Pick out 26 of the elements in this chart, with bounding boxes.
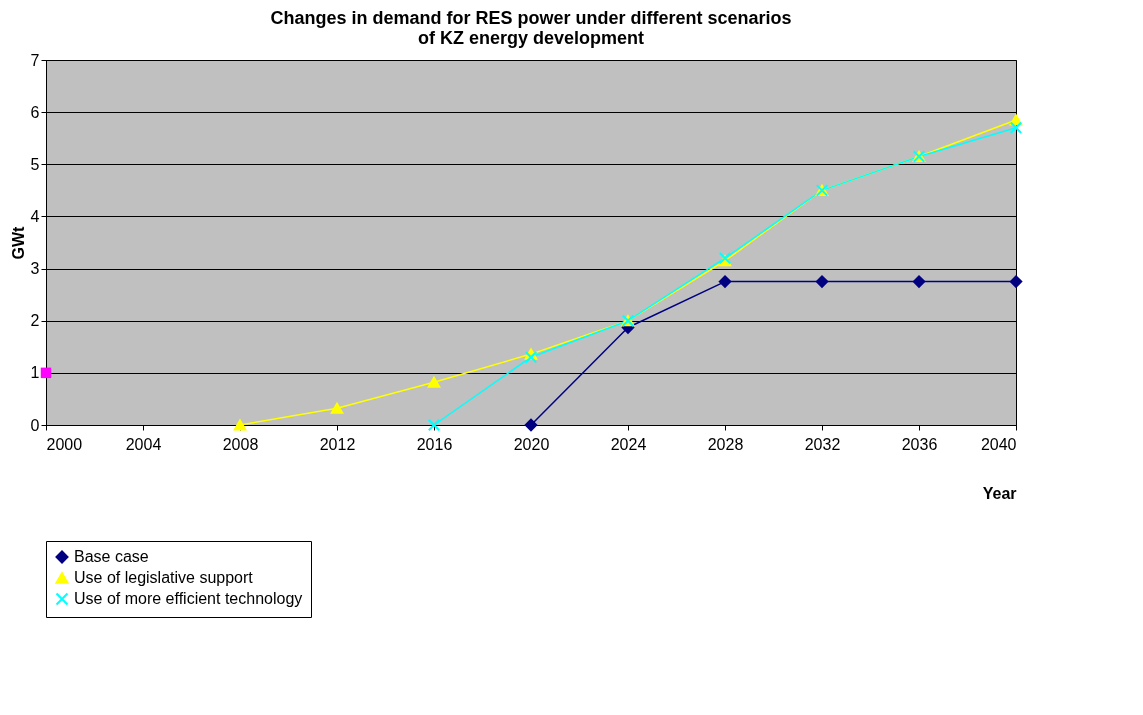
text: Changes in demand for RES power under different scenarios bbox=[270, 8, 792, 28]
legend-label: Use of legislative support bbox=[74, 569, 254, 586]
legend-label: Use of more efficient technology bbox=[74, 590, 303, 607]
y-tick-label: 5 bbox=[30, 155, 40, 173]
text: of KZ energy development bbox=[417, 28, 645, 48]
y-tick-label: 0 bbox=[30, 416, 40, 434]
y-axis-title: GWt bbox=[9, 225, 27, 260]
x-tick-label: 2016 bbox=[416, 435, 453, 453]
x-axis-title: Year bbox=[982, 484, 1017, 502]
y-tick-label: 6 bbox=[30, 103, 40, 121]
y-tick-label: 2 bbox=[30, 312, 40, 330]
x-tick-label: 2000 bbox=[46, 435, 83, 453]
y-tick-label: 4 bbox=[30, 207, 40, 225]
x-tick-label: 2004 bbox=[125, 435, 162, 453]
x-tick-label: 2024 bbox=[610, 435, 647, 453]
x-tick-label: 2036 bbox=[901, 435, 938, 453]
y-tick-label: 7 bbox=[30, 51, 40, 69]
y-tick-label: 1 bbox=[30, 364, 40, 382]
x-tick-label: 2028 bbox=[707, 435, 744, 453]
legend-label: Base case bbox=[74, 548, 149, 565]
x-tick-label: 2008 bbox=[222, 435, 259, 453]
x-tick-label: 2020 bbox=[513, 435, 550, 453]
x-tick-label: 2032 bbox=[804, 435, 841, 453]
x-tick-label: 2040 bbox=[980, 435, 1017, 453]
y-tick-label: 3 bbox=[30, 260, 40, 278]
x-tick-label: 2012 bbox=[319, 435, 356, 453]
